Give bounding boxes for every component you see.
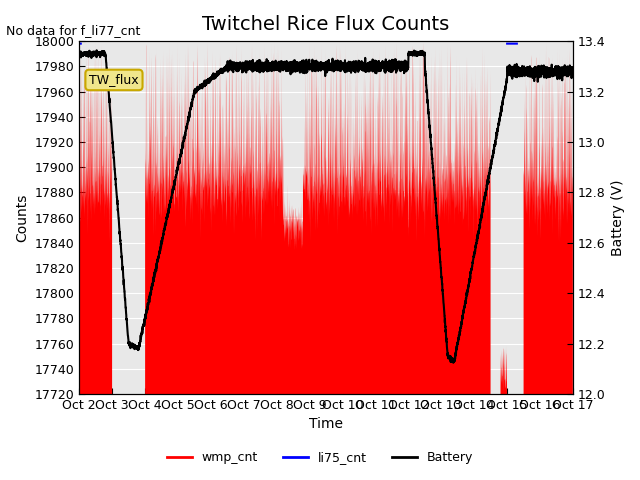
Legend: wmp_cnt, li75_cnt, Battery: wmp_cnt, li75_cnt, Battery xyxy=(162,446,478,469)
Text: No data for f_li77_cnt: No data for f_li77_cnt xyxy=(6,24,141,37)
Y-axis label: Counts: Counts xyxy=(15,193,29,242)
Y-axis label: Battery (V): Battery (V) xyxy=(611,180,625,256)
X-axis label: Time: Time xyxy=(309,418,343,432)
Title: Twitchel Rice Flux Counts: Twitchel Rice Flux Counts xyxy=(202,15,450,34)
Text: TW_flux: TW_flux xyxy=(89,73,139,86)
